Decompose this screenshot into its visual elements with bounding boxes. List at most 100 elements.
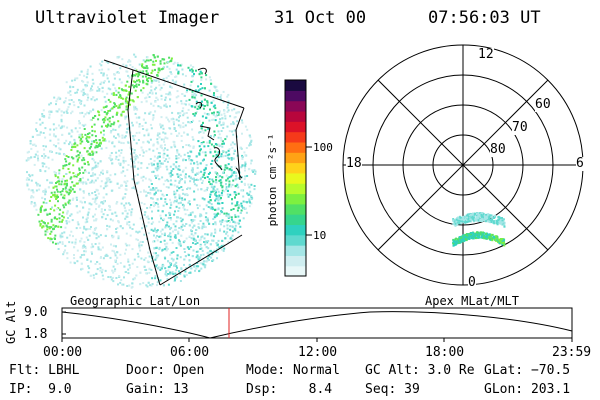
image-pixel: [95, 226, 98, 229]
image-pixel: [221, 219, 224, 222]
image-pixel: [209, 171, 211, 174]
image-pixel: [224, 117, 227, 120]
image-pixel: [191, 226, 194, 229]
image-pixel: [138, 69, 141, 72]
image-pixel: [155, 175, 158, 178]
image-pixel: [94, 213, 96, 216]
image-pixel: [87, 133, 89, 135]
image-pixel: [81, 79, 83, 82]
image-pixel: [204, 176, 206, 179]
image-pixel: [52, 241, 54, 244]
image-pixel: [144, 121, 147, 124]
image-pixel: [197, 250, 200, 253]
image-pixel: [205, 189, 208, 192]
image-pixel: [167, 186, 170, 189]
image-pixel: [96, 177, 99, 180]
image-pixel: [243, 207, 245, 210]
image-pixel: [155, 202, 158, 205]
image-pixel: [127, 141, 130, 144]
image-pixel: [153, 203, 156, 206]
image-pixel: [97, 192, 100, 195]
image-pixel: [118, 96, 120, 99]
image-pixel: [153, 247, 156, 250]
image-pixel: [159, 88, 162, 91]
image-pixel: [66, 236, 69, 239]
image-pixel: [227, 104, 229, 107]
image-pixel: [204, 87, 206, 90]
image-pixel: [185, 237, 188, 240]
image-pixel: [82, 190, 85, 193]
image-pixel: [173, 81, 176, 84]
oval-pixel: [490, 214, 493, 217]
image-pixel: [224, 220, 227, 223]
image-pixel: [193, 96, 196, 99]
image-pixel: [78, 180, 81, 183]
oval-pixel: [466, 215, 468, 218]
image-pixel: [190, 229, 192, 232]
image-pixel: [227, 240, 230, 243]
image-pixel: [130, 152, 133, 155]
image-pixel: [215, 195, 218, 197]
image-pixel: [156, 162, 159, 165]
image-pixel: [157, 152, 160, 154]
image-pixel: [124, 217, 127, 220]
image-pixel: [100, 271, 103, 274]
image-pixel: [156, 229, 159, 232]
colorbar-swatch: [285, 203, 306, 215]
image-pixel: [100, 131, 102, 134]
image-pixel: [109, 181, 112, 184]
image-pixel: [129, 226, 132, 229]
image-pixel: [170, 146, 173, 149]
image-pixel: [250, 195, 253, 197]
image-pixel: [249, 136, 252, 139]
image-pixel: [143, 134, 146, 137]
image-pixel: [61, 232, 64, 235]
image-pixel: [160, 116, 163, 119]
image-pixel: [101, 216, 104, 219]
image-pixel: [127, 202, 130, 205]
image-pixel: [108, 117, 111, 119]
image-pixel: [204, 233, 207, 236]
image-pixel: [75, 205, 78, 208]
image-pixel: [109, 174, 112, 177]
image-pixel: [211, 118, 214, 121]
image-pixel: [190, 267, 193, 270]
image-pixel: [171, 79, 174, 82]
image-pixel: [53, 191, 56, 194]
image-pixel: [184, 255, 187, 257]
image-pixel: [233, 193, 236, 195]
image-pixel: [111, 162, 114, 165]
image-pixel: [91, 157, 94, 160]
image-pixel: [138, 116, 141, 119]
image-pixel: [184, 103, 187, 106]
image-pixel: [226, 95, 229, 98]
image-pixel: [87, 265, 90, 268]
image-pixel: [189, 162, 192, 165]
image-pixel: [90, 203, 93, 206]
oval-pixel: [470, 237, 473, 239]
image-pixel: [163, 232, 166, 235]
image-pixel: [234, 215, 237, 218]
oval-pixel: [465, 239, 468, 242]
image-pixel: [227, 185, 230, 188]
image-pixel: [68, 199, 71, 202]
image-pixel: [163, 138, 165, 141]
image-pixel: [111, 219, 114, 222]
image-pixel: [198, 120, 201, 123]
image-pixel: [189, 121, 192, 124]
image-pixel: [180, 63, 183, 66]
image-pixel: [68, 171, 71, 174]
image-pixel: [151, 277, 154, 280]
oval-pixel: [452, 219, 455, 222]
image-pixel: [105, 60, 108, 63]
image-pixel: [200, 83, 202, 85]
image-pixel: [155, 231, 158, 234]
image-pixel: [174, 236, 177, 239]
image-pixel: [209, 108, 211, 111]
image-pixel: [73, 104, 76, 107]
image-pixel: [119, 164, 122, 167]
image-pixel: [38, 184, 41, 187]
image-pixel: [234, 116, 237, 118]
image-pixel: [179, 244, 182, 247]
image-pixel: [234, 221, 237, 224]
